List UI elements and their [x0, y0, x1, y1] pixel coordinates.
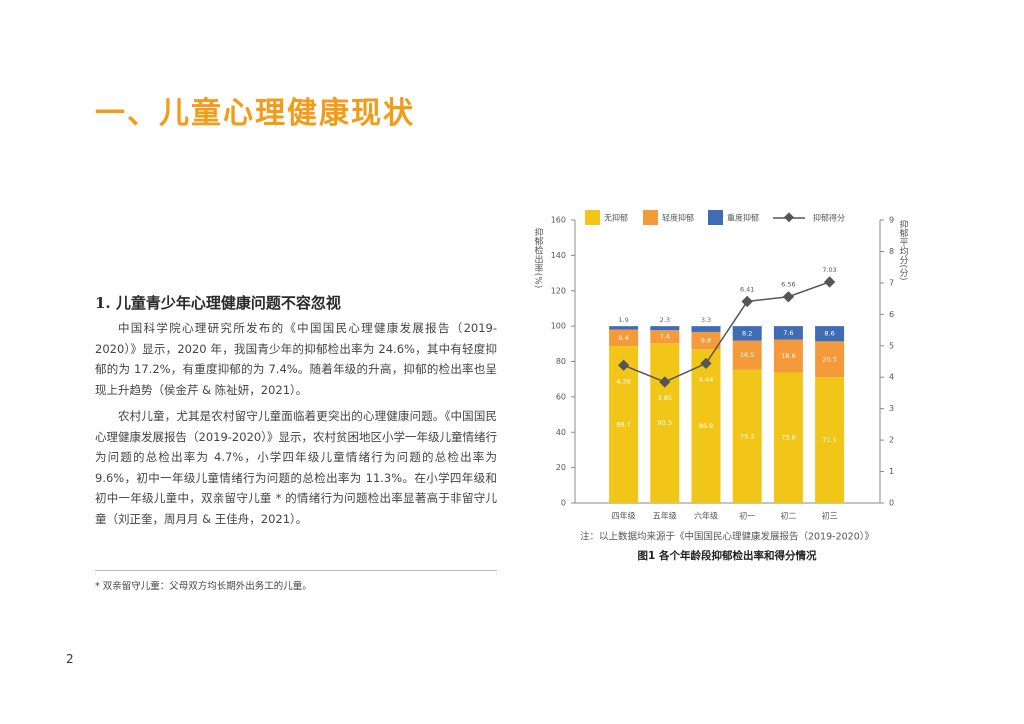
section-heading: 1. 儿童青少年心理健康问题不容忽视: [95, 294, 341, 312]
x-tick-label: 六年级: [694, 511, 718, 521]
bar-segment: [773, 372, 803, 503]
score-marker: [617, 359, 630, 371]
bar-value-label: 7.6: [783, 329, 793, 337]
bar-segment: [815, 377, 845, 503]
y2-tick-label: 6: [889, 310, 894, 319]
y2-tick-label: 0: [889, 499, 894, 508]
score-label: 4.44: [699, 375, 713, 383]
legend-label: 轻度抑郁: [662, 213, 694, 223]
bar-segment: [650, 343, 680, 503]
bar-segment: [691, 349, 721, 503]
bar-value-label: 88.7: [616, 421, 630, 429]
y-tick-label: 140: [551, 251, 566, 260]
bar-value-label: 9.8: [701, 337, 711, 345]
bar-segment: [732, 369, 762, 503]
score-marker: [782, 291, 795, 303]
legend-swatch: [708, 210, 723, 225]
legend-swatch: [643, 210, 658, 225]
bar-value-label: 90.3: [658, 419, 672, 427]
y-axis-title: 抑郁检出率(%): [533, 227, 544, 289]
bar-segment: [773, 326, 803, 340]
figure-note: 注：以上数据均来源于《中国国民心理健康发展报告（2019-2020）》: [580, 531, 874, 543]
score-label: 4.38: [616, 377, 630, 385]
y-tick-label: 120: [551, 286, 566, 295]
y2-tick-label: 3: [889, 404, 894, 413]
bar-segment: [691, 326, 721, 332]
bar-segment: [650, 330, 680, 344]
y-tick-label: 160: [551, 216, 566, 225]
score-label: 6.41: [740, 285, 754, 293]
y2-tick-label: 8: [889, 247, 894, 256]
bar-segment: [773, 339, 803, 373]
bar-value-label: 7.4: [660, 333, 670, 341]
bar-segment: [815, 341, 845, 378]
y2-axis-title: 抑郁平均分(分): [898, 218, 909, 280]
bar-value-label: 1.9: [618, 316, 628, 324]
score-label: 7.03: [822, 266, 836, 274]
y-tick-label: 0: [561, 499, 566, 508]
bar-segment: [815, 326, 845, 342]
x-tick-label: 初二: [780, 511, 796, 521]
paragraph: 中国科学院心理研究所发布的《中国国民心理健康发展报告（2019-2020）》显示…: [95, 321, 497, 397]
legend-label: 抑郁得分: [813, 213, 845, 223]
x-tick-label: 初三: [822, 511, 838, 521]
bar-value-label: 20.3: [822, 355, 836, 363]
page-number: 2: [66, 652, 74, 666]
bar-value-label: 86.9: [699, 422, 713, 430]
y2-tick-label: 4: [889, 373, 894, 382]
legend-label: 重度抑郁: [727, 213, 759, 223]
y-tick-label: 40: [556, 428, 566, 437]
bar-value-label: 2.3: [660, 316, 670, 324]
page-title: 一、儿童心理健康现状: [95, 96, 415, 131]
score-marker: [700, 357, 712, 370]
bar-value-label: 71.1: [822, 436, 836, 444]
bar-value-label: 8.2: [742, 329, 752, 337]
bar-value-label: 3.3: [701, 316, 711, 324]
y2-tick-label: 1: [889, 467, 894, 476]
x-tick-label: 四年级: [612, 511, 636, 521]
score-marker: [741, 295, 753, 308]
y2-tick-label: 5: [889, 341, 894, 350]
legend-swatch: [585, 210, 600, 225]
score-marker: [823, 276, 836, 288]
footnote: * 双亲留守儿童：父母双方均长期外出务工的儿童。: [95, 581, 312, 592]
figure-caption: 图1 各个年龄段抑郁检出率和得分情况: [638, 549, 817, 562]
score-label: 6.56: [781, 281, 795, 289]
bar-value-label: 16.5: [740, 351, 754, 359]
bar-value-label: 18.6: [781, 352, 795, 360]
y2-tick-label: 9: [889, 216, 894, 225]
y-tick-label: 20: [556, 463, 566, 472]
bar-segment: [732, 326, 762, 341]
bar-value-label: 73.8: [781, 434, 795, 442]
legend-marker: [784, 212, 794, 223]
footnote-rule: [95, 570, 497, 571]
bar-value-label: 9.4: [618, 334, 628, 342]
score-line: [623, 281, 830, 383]
bar-value-label: 8.6: [824, 330, 834, 338]
score-label: 3.85: [658, 394, 672, 402]
bar-segment: [609, 326, 639, 330]
y2-tick-label: 7: [889, 278, 894, 287]
x-tick-label: 初一: [739, 511, 755, 521]
y-tick-label: 100: [551, 322, 566, 331]
bar-segment: [609, 329, 639, 347]
y-tick-label: 80: [556, 357, 566, 366]
paragraph: 农村儿童，尤其是农村留守儿童面临着更突出的心理健康问题。《中国国民心理健康发展报…: [95, 409, 497, 526]
y-tick-label: 60: [556, 392, 566, 401]
x-tick-label: 五年级: [653, 511, 677, 521]
bar-segment: [691, 331, 721, 350]
bar-segment: [609, 346, 639, 503]
bar-segment: [732, 340, 762, 370]
bar-value-label: 75.3: [740, 432, 754, 440]
score-marker: [659, 376, 671, 388]
bar-segment: [650, 326, 680, 331]
y2-tick-label: 2: [889, 436, 894, 445]
legend-label: 无抑郁: [604, 213, 628, 223]
